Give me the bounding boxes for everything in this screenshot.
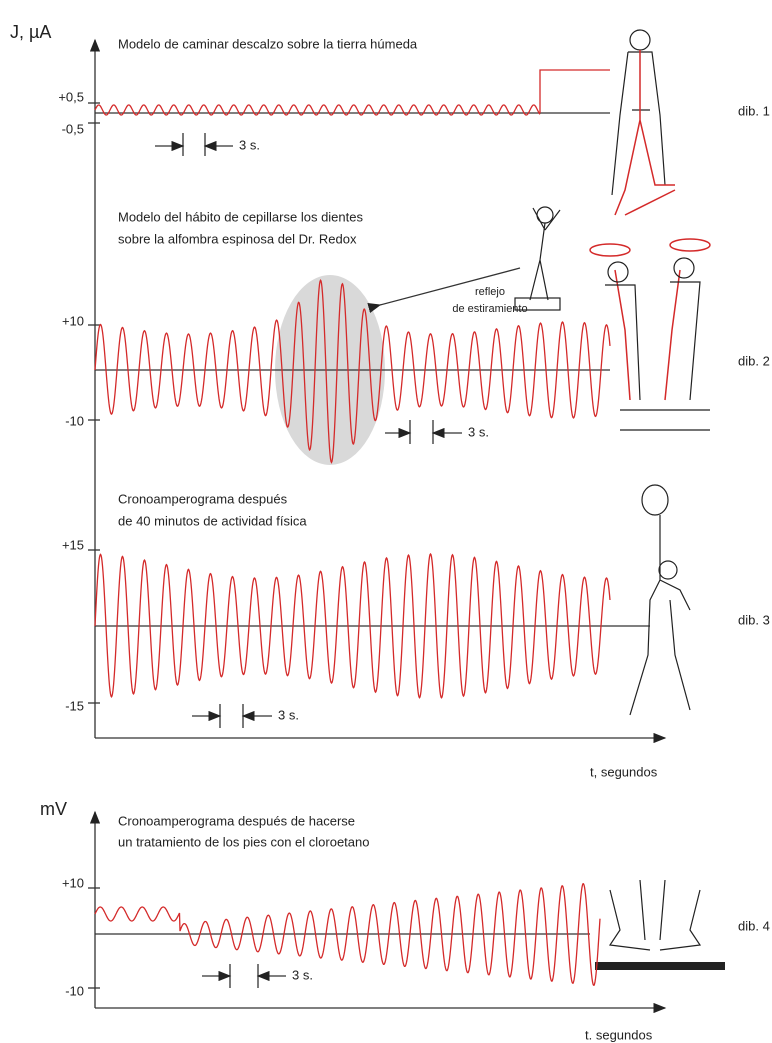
tick-label: +15 (62, 537, 84, 552)
figure-label: dib. 1 (738, 103, 770, 118)
axis-label: J, µA (10, 22, 51, 42)
title: Cronoamperograma después de hacerse (118, 813, 355, 828)
interval-label: 3 s. (239, 137, 260, 152)
tick-label: +10 (62, 875, 84, 890)
figure-label: dib. 3 (738, 612, 770, 627)
interval-label: 3 s. (468, 424, 489, 439)
axis-label: mV (40, 799, 67, 819)
tick-label: -10 (65, 983, 84, 998)
tick-label: +0,5 (58, 89, 84, 104)
tick-label: -15 (65, 698, 84, 713)
title: Modelo de caminar descalzo sobre la tier… (118, 36, 418, 51)
waveform (94, 883, 601, 987)
callout-arrow (367, 267, 521, 314)
illustration (514, 29, 725, 970)
title: de 40 minutos de actividad física (118, 513, 307, 528)
title: un tratamiento de los pies con el cloroe… (118, 834, 370, 849)
step-line (539, 69, 610, 113)
title: Cronoamperograma después (118, 491, 288, 506)
spike-mat (595, 962, 725, 970)
tick-label: -0,5 (62, 121, 84, 136)
waveform (94, 279, 611, 464)
interval-label: 3 s. (278, 707, 299, 722)
interval-label: 3 s. (292, 967, 313, 982)
callout: reflejo (475, 286, 505, 298)
x-axis-label: t. segundos (585, 1027, 653, 1042)
tick-label: -10 (65, 413, 84, 428)
interval-markers (155, 133, 462, 988)
waveform (94, 104, 541, 116)
figure-label: dib. 4 (738, 918, 770, 933)
tick-label: +10 (62, 313, 84, 328)
x-axis-label: t, segundos (590, 764, 658, 779)
title: Modelo del hábito de cepillarse los dien… (118, 209, 363, 224)
title: sobre la alfombra espinosa del Dr. Redox (118, 231, 357, 246)
callout: de estiramiento (452, 303, 527, 315)
figure-label: dib. 2 (738, 353, 770, 368)
waveform (94, 552, 611, 699)
ticks (88, 102, 100, 989)
